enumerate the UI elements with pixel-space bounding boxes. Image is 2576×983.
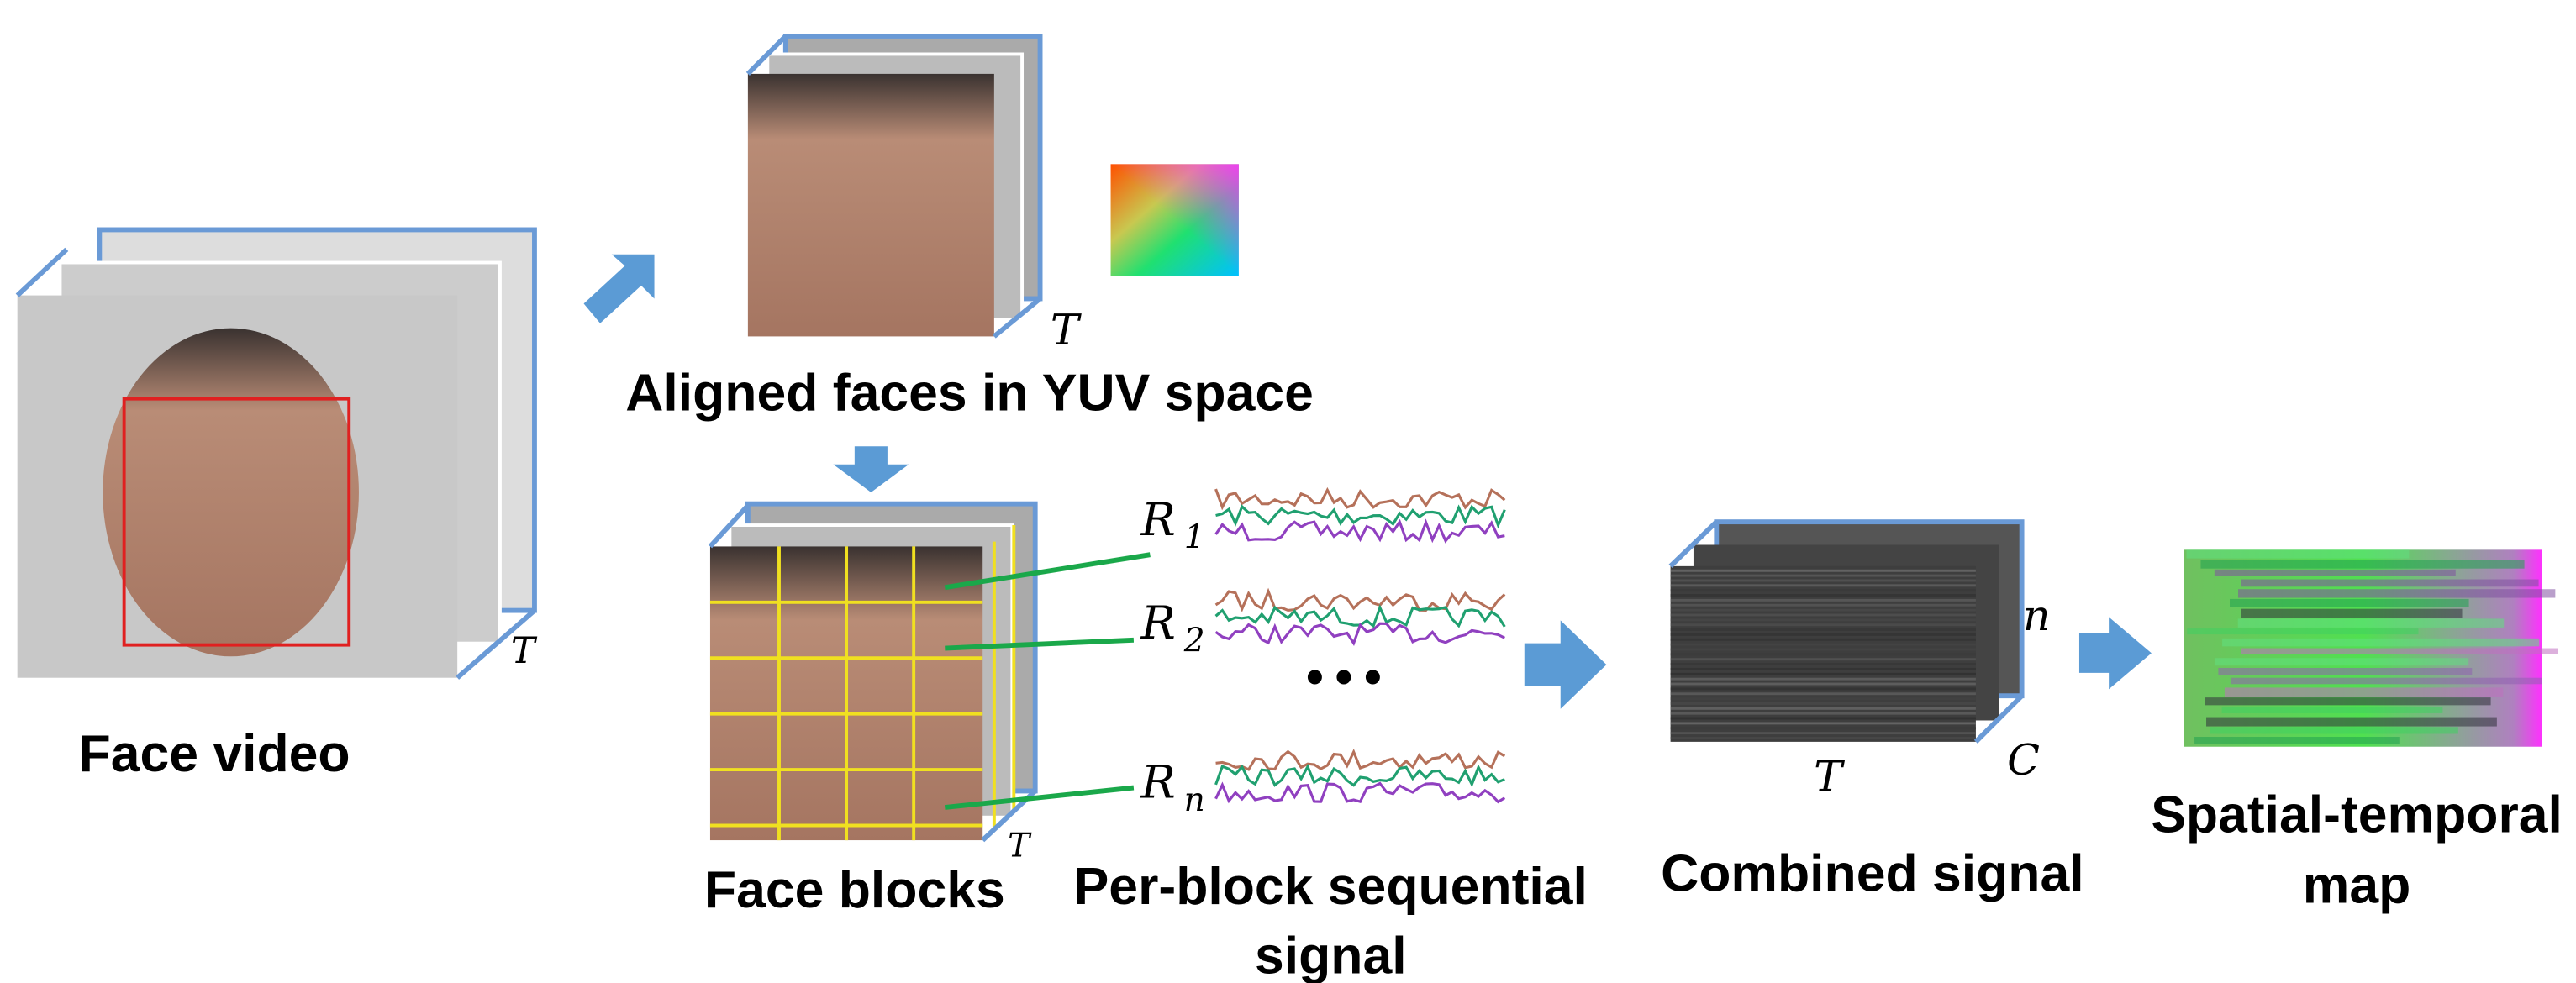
region-subscript: 1: [1184, 518, 1205, 556]
blocks-symbol: n: [2023, 591, 2051, 640]
region-label: R: [1140, 492, 1176, 546]
map-stripe: [2206, 718, 2497, 727]
stripe: [1671, 653, 1976, 655]
stripe: [1671, 604, 1976, 607]
stripe: [1671, 570, 1976, 572]
time-symbol: T: [1814, 751, 1845, 801]
stripe: [1671, 575, 1976, 577]
stripe: [1671, 663, 1976, 665]
signal-wave: [1216, 752, 1505, 770]
region-label: R: [1140, 754, 1176, 808]
stripe: [1671, 633, 1976, 636]
stripe: [1671, 579, 1976, 581]
stage-label: map: [2303, 855, 2411, 914]
stripe: [1671, 707, 1976, 710]
stripe: [1671, 678, 1976, 681]
stripe: [1671, 697, 1976, 700]
stage-label: Combined signal: [1661, 844, 2084, 903]
stripe: [1671, 712, 1976, 715]
stripe: [1671, 702, 1976, 705]
map-stripe: [2187, 628, 2418, 634]
map-stripe: [2222, 639, 2539, 647]
signal-wave: [1216, 522, 1505, 541]
stripe: [1671, 609, 1976, 612]
stage-label: signal: [1255, 926, 1407, 983]
map-stripe: [2230, 599, 2469, 607]
combined-signal: n C T Combined signal: [1661, 522, 2084, 902]
stripe: [1671, 649, 1976, 651]
time-symbol: T: [1051, 305, 1082, 355]
stripe: [1671, 628, 1976, 631]
signal-wave: [1216, 591, 1505, 610]
stripe: [1671, 718, 1976, 720]
stripe: [1671, 737, 1976, 739]
map-stripe: [2187, 549, 2410, 558]
stage-label: Face blocks: [704, 860, 1005, 919]
map-stripe: [2241, 579, 2539, 586]
face-blocks: T Face blocks: [704, 504, 1035, 920]
map-stripe: [2241, 609, 2462, 618]
aligned-faces: T Aligned faces in YUV space: [625, 36, 1314, 422]
map-stripe: [2238, 589, 2555, 597]
stage-label: Spatial-temporal: [2151, 785, 2563, 844]
map-stripe: [2218, 668, 2472, 675]
spatial-temporal-map: Spatial-temporal map: [2151, 549, 2563, 914]
map-stripe: [2200, 560, 2524, 569]
signal-wave: [1216, 507, 1505, 525]
stripe: [1671, 727, 1976, 729]
time-symbol: T: [1008, 828, 1032, 865]
ellipsis: •••: [1300, 650, 1388, 707]
map-stripe: [2225, 687, 2503, 697]
stripe: [1671, 599, 1976, 602]
stripe: [1671, 692, 1976, 695]
stripe: [1671, 673, 1976, 675]
page: T Face video T Aligned faces in YUV spac…: [0, 0, 2576, 983]
map-stripe: [2205, 697, 2491, 705]
stripe: [1671, 594, 1976, 597]
signal-wave: [1216, 489, 1505, 507]
time-symbol: T: [511, 630, 538, 672]
region-label: R: [1140, 596, 1176, 649]
region-subscript: n: [1184, 781, 1205, 819]
stripe: [1671, 584, 1976, 586]
diagram: T Face video T Aligned faces in YUV spac…: [0, 0, 2576, 983]
stripe: [1671, 722, 1976, 724]
signal-wave: [1216, 783, 1505, 802]
map-stripe: [2210, 727, 2457, 733]
arrow: [584, 255, 655, 323]
map-stripe: [2241, 649, 2558, 654]
map-stripe: [2215, 570, 2456, 576]
stripe: [1671, 589, 1976, 591]
map-stripe: [2231, 678, 2542, 685]
map-stripe: [2222, 707, 2443, 713]
stripe: [1671, 658, 1976, 660]
arrow: [2079, 617, 2152, 689]
map-stripe: [2215, 658, 2468, 665]
stripe: [1671, 623, 1976, 626]
arrow: [833, 446, 909, 492]
stripe: [1671, 639, 1976, 641]
stripe: [1671, 683, 1976, 686]
face-video: T Face video: [18, 229, 538, 783]
stripe: [1671, 687, 1976, 690]
stripe: [1671, 668, 1976, 670]
arrow: [1525, 620, 1607, 708]
stage-label: Aligned faces in YUV space: [625, 363, 1314, 422]
map-stripe: [2194, 737, 2400, 744]
channels-symbol: C: [2007, 735, 2040, 785]
stripe: [1671, 732, 1976, 734]
stripe: [1671, 614, 1976, 617]
stage-label: Face video: [79, 724, 350, 783]
stripe: [1671, 644, 1976, 646]
signal-wave: [1216, 623, 1505, 643]
stage-label: Per-block sequential: [1074, 857, 1588, 916]
stripe: [1671, 618, 1976, 621]
region-subscript: 2: [1183, 622, 1205, 660]
map-stripe: [2238, 618, 2504, 628]
